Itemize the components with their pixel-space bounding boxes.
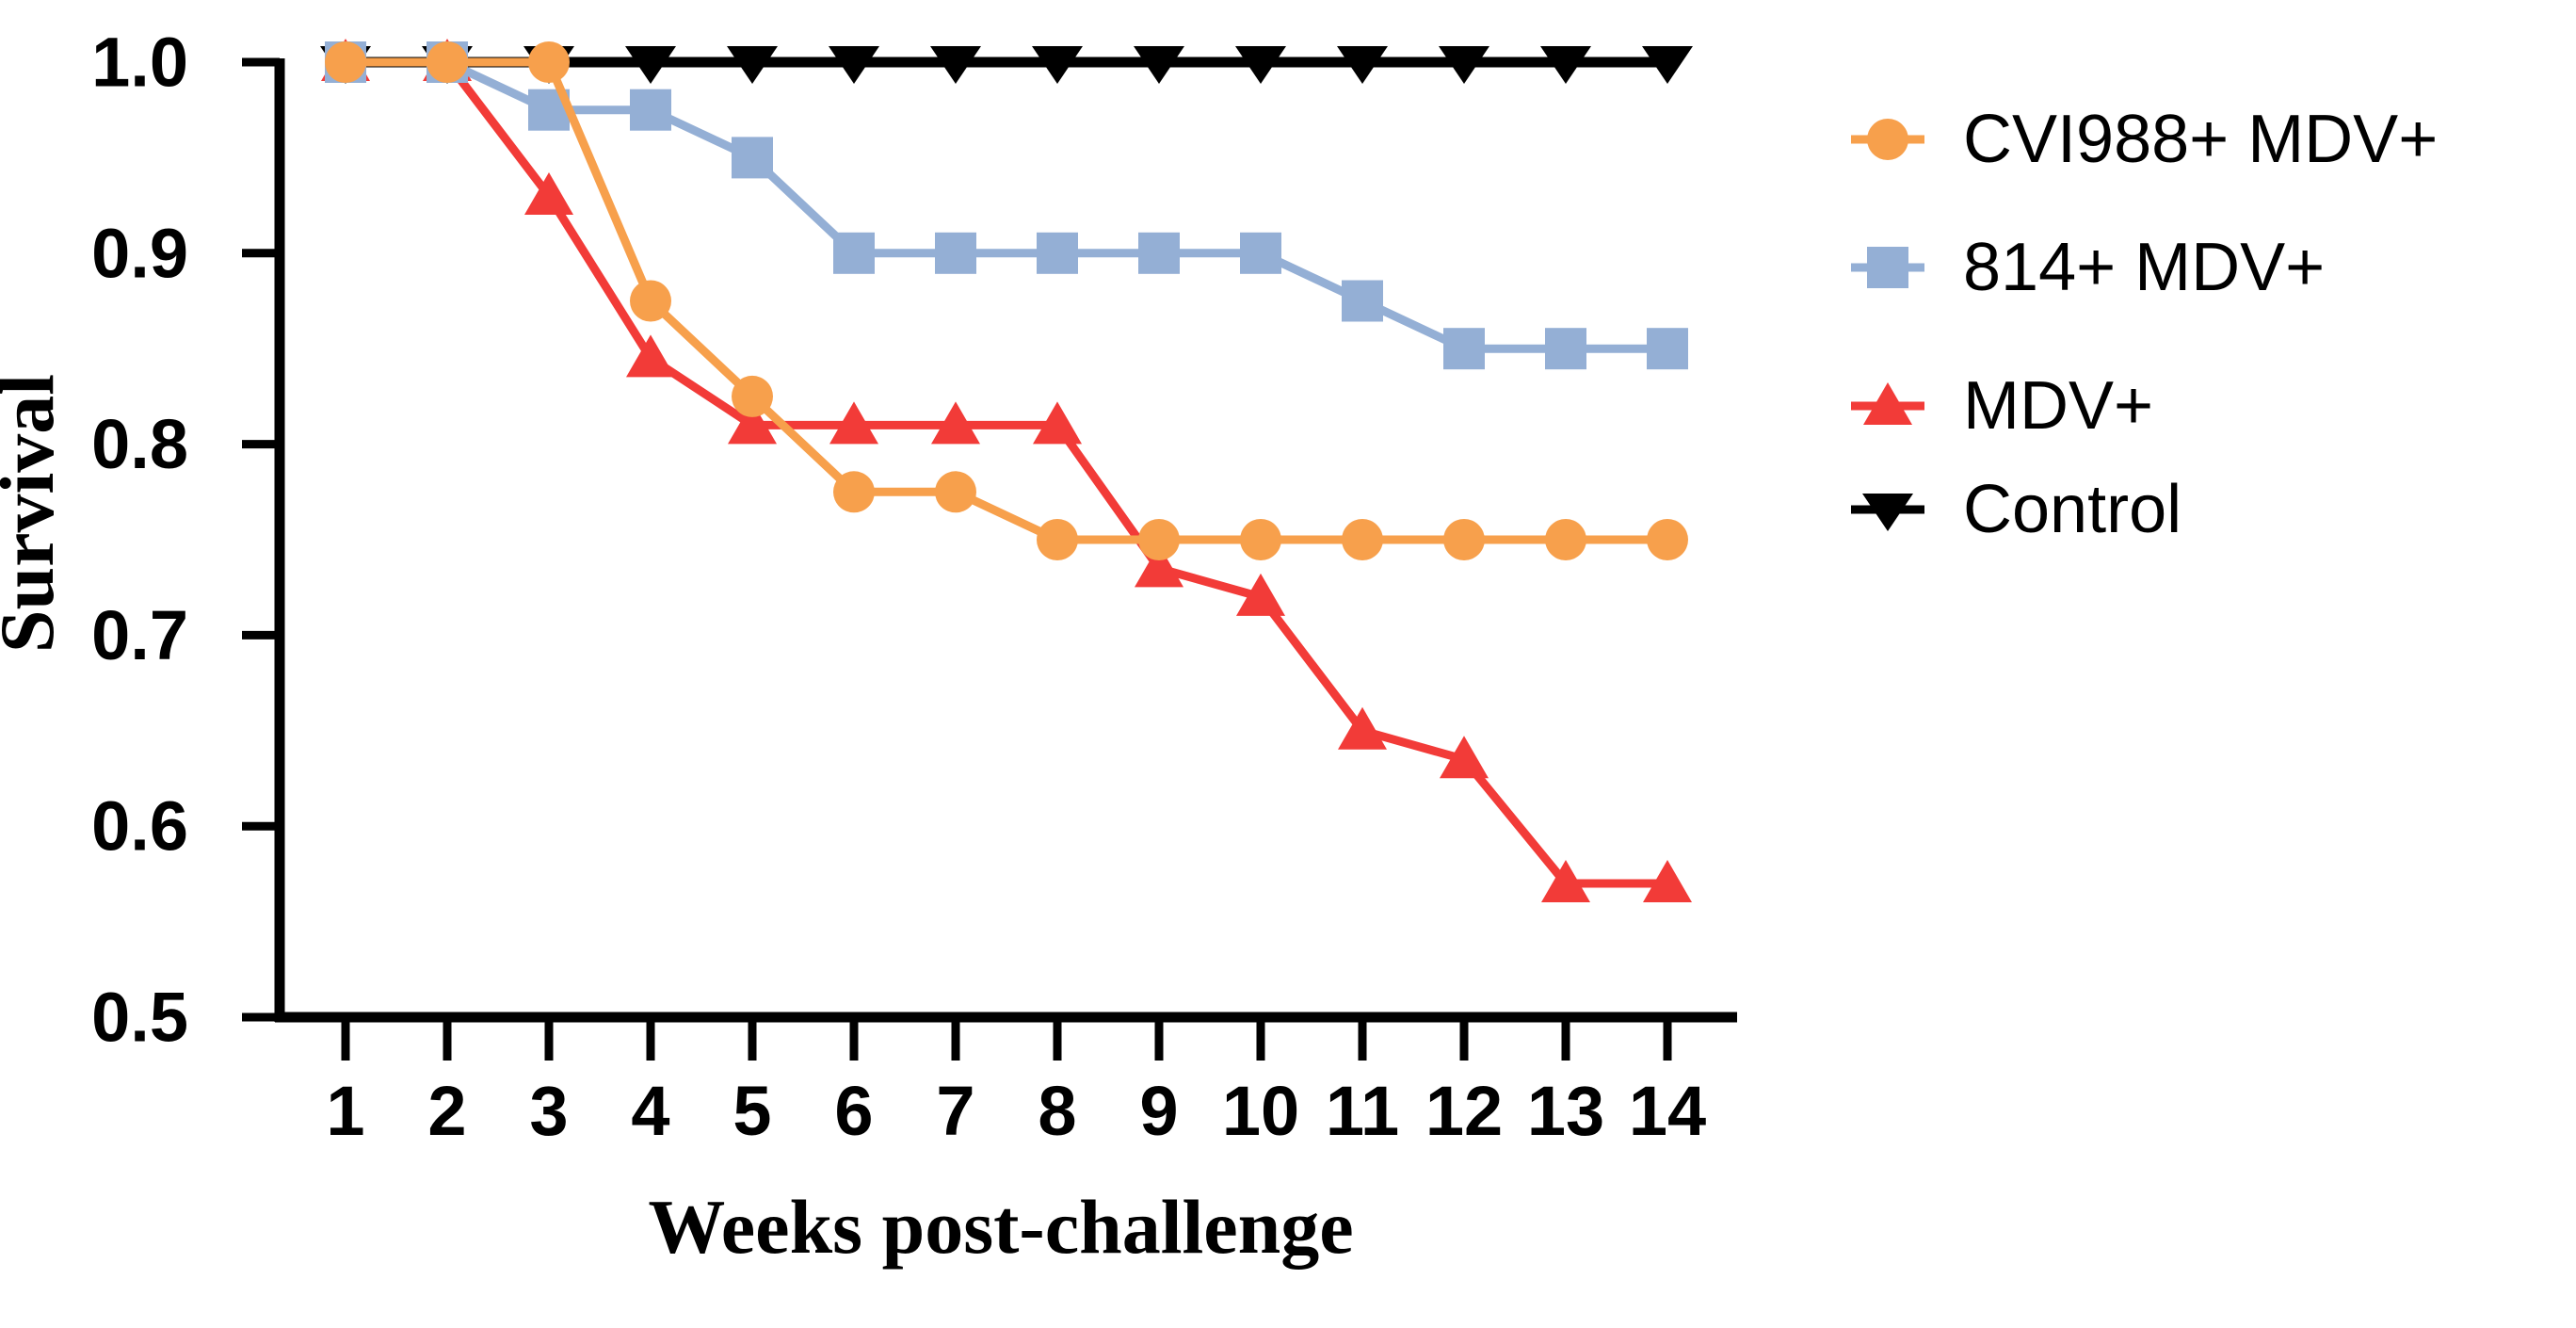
- triangle-down-marker-icon: [1862, 494, 1913, 531]
- x-tick-label: 14: [1629, 1072, 1706, 1150]
- square-marker-icon: [1240, 232, 1281, 274]
- x-tick-label: 8: [1038, 1072, 1076, 1150]
- x-tick-label: 11: [1326, 1072, 1399, 1150]
- circle-marker-icon: [732, 375, 773, 417]
- series-mdv: [321, 39, 1692, 903]
- triangle-up-marker-icon: [1440, 736, 1489, 779]
- triangle-up-marker-icon: [1643, 860, 1692, 903]
- triangle-down-marker-icon: [1540, 46, 1591, 84]
- x-tick-label: 1: [326, 1072, 364, 1150]
- legend-label: CVI988+ MDV+: [1963, 102, 2438, 177]
- x-tick-label: 4: [631, 1072, 669, 1150]
- x-tick-label: 10: [1222, 1072, 1299, 1150]
- legend-item-mdv: MDV+: [1851, 368, 2153, 444]
- series-cvi988-mdv: [325, 41, 1688, 560]
- circle-marker-icon: [833, 471, 875, 513]
- circle-marker-icon: [1037, 519, 1078, 560]
- circle-marker-icon: [935, 471, 976, 513]
- circle-marker-icon: [630, 280, 671, 322]
- series-line: [346, 57, 1667, 544]
- square-marker-icon: [732, 137, 773, 179]
- triangle-up-marker-icon: [1135, 544, 1183, 588]
- triangle-up-marker-icon: [1236, 573, 1285, 616]
- circle-marker-icon: [1647, 519, 1688, 560]
- circle-marker-icon: [325, 41, 366, 83]
- triangle-up-marker-icon: [931, 401, 980, 445]
- square-marker-icon: [833, 232, 875, 274]
- square-marker-icon: [1443, 328, 1485, 370]
- x-tick-label: 3: [529, 1072, 568, 1150]
- x-tick-label: 9: [1139, 1072, 1178, 1150]
- square-marker-icon: [935, 232, 976, 274]
- triangle-down-marker-icon: [1439, 46, 1489, 84]
- legend: CVI988+ MDV+ 814+ MDV+ MDV+ Control: [1851, 102, 2438, 547]
- series-814-mdv: [325, 41, 1688, 370]
- circle-marker-icon: [427, 41, 468, 83]
- circle-marker-icon: [528, 41, 570, 83]
- x-axis-title: Weeks post-challenge: [648, 1184, 1353, 1270]
- circle-marker-icon: [1138, 519, 1180, 560]
- square-marker-icon: [630, 89, 671, 131]
- legend-item-control: Control: [1851, 472, 2182, 547]
- triangle-down-marker-icon: [625, 46, 676, 84]
- triangle-down-marker-icon: [1134, 46, 1184, 84]
- circle-marker-icon: [1342, 519, 1383, 560]
- triangle-up-marker-icon: [1541, 860, 1590, 903]
- circle-marker-icon: [1240, 519, 1281, 560]
- series-line: [346, 57, 1667, 888]
- triangle-down-marker-icon: [727, 46, 778, 84]
- triangle-up-marker-icon: [1338, 706, 1387, 750]
- triangle-down-marker-icon: [930, 46, 981, 84]
- y-tick-label: 0.9: [91, 214, 188, 292]
- triangle-up-marker-icon: [728, 401, 777, 445]
- y-tick-label: 0.5: [91, 979, 188, 1057]
- square-marker-icon: [1138, 232, 1180, 274]
- triangle-up-marker-icon: [1863, 382, 1912, 425]
- triangle-up-marker-icon: [1033, 401, 1082, 445]
- triangle-down-marker-icon: [1032, 46, 1083, 84]
- square-marker-icon: [1037, 232, 1078, 274]
- triangle-down-marker-icon: [829, 46, 879, 84]
- legend-label: Control: [1963, 472, 2182, 547]
- square-marker-icon: [1545, 328, 1586, 370]
- x-tick-label: 13: [1527, 1072, 1604, 1150]
- x-tick-label: 7: [936, 1072, 974, 1150]
- legend-label: 814+ MDV+: [1963, 230, 2325, 305]
- triangle-down-marker-icon: [1337, 46, 1388, 84]
- square-marker-icon: [1867, 247, 1908, 288]
- legend-item-cvi988-mdv: CVI988+ MDV+: [1851, 102, 2438, 177]
- circle-marker-icon: [1443, 519, 1485, 560]
- y-tick-label: 0.8: [91, 405, 188, 483]
- circle-marker-icon: [1867, 119, 1908, 160]
- x-tick-label: 6: [834, 1072, 873, 1150]
- y-tick-label: 0.6: [91, 787, 188, 866]
- x-tick-label: 5: [733, 1072, 771, 1150]
- square-marker-icon: [1647, 328, 1688, 370]
- triangle-up-marker-icon: [524, 171, 573, 215]
- legend-label: MDV+: [1963, 368, 2153, 444]
- triangle-up-marker-icon: [829, 401, 878, 445]
- triangle-down-marker-icon: [1642, 46, 1693, 84]
- y-tick-label: 1.0: [91, 24, 188, 102]
- circle-marker-icon: [1545, 519, 1586, 560]
- triangle-up-marker-icon: [626, 334, 675, 378]
- y-tick-label: 0.7: [91, 596, 188, 674]
- y-axis-title: Survival: [0, 374, 70, 653]
- x-tick-label: 2: [427, 1072, 466, 1150]
- legend-item-814-mdv: 814+ MDV+: [1851, 230, 2325, 305]
- x-tick-label: 12: [1425, 1072, 1503, 1150]
- triangle-down-marker-icon: [1235, 46, 1286, 84]
- square-marker-icon: [1342, 280, 1383, 322]
